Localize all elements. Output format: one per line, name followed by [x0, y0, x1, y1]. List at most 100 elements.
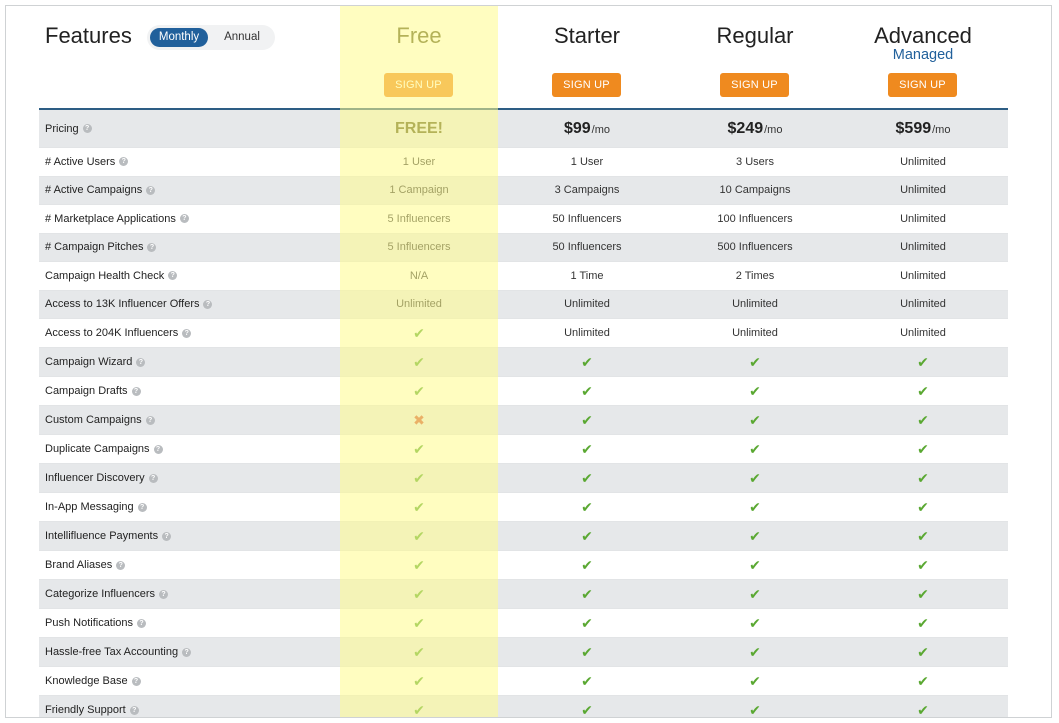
- check-icon: ✔: [581, 411, 593, 428]
- help-icon[interactable]: ?: [145, 415, 155, 425]
- check-icon: ✔: [581, 382, 593, 399]
- check-icon: ✔: [917, 411, 929, 428]
- row-label-text: Campaign Wizard: [45, 356, 133, 368]
- value-free: ✔: [340, 377, 498, 405]
- row-label-text: Pricing: [45, 122, 79, 135]
- help-icon[interactable]: ?: [131, 386, 141, 396]
- check-icon: ✔: [413, 527, 425, 544]
- check-icon: ✔: [581, 672, 593, 689]
- row-label-text: Knowledge Base: [45, 675, 128, 687]
- help-icon[interactable]: ?: [116, 560, 126, 570]
- help-icon[interactable]: ?: [203, 299, 213, 309]
- feature-row: Custom Campaigns? ✖ ✔ ✔ ✔: [39, 406, 1008, 435]
- toggle-monthly[interactable]: Monthly: [150, 28, 208, 47]
- check-icon: ✔: [749, 614, 761, 631]
- check-icon: ✔: [749, 527, 761, 544]
- value-regular: 10 Campaigns: [676, 177, 834, 205]
- feature-row: Campaign Wizard? ✔ ✔ ✔ ✔: [39, 348, 1008, 377]
- check-icon: ✔: [749, 585, 761, 602]
- row-label-text: Custom Campaigns: [45, 414, 142, 426]
- pricing-row: Pricing ? FREE! $99 /mo $249 /mo $599 /m…: [39, 110, 1008, 148]
- row-label: Influencer Discovery?: [45, 464, 335, 492]
- help-icon[interactable]: ?: [82, 124, 92, 133]
- value-starter: ✔: [508, 609, 666, 637]
- features-title: Features: [45, 23, 132, 48]
- value-free: ✔: [340, 319, 498, 347]
- feature-row: Duplicate Campaigns? ✔ ✔ ✔ ✔: [39, 435, 1008, 464]
- feature-row: Push Notifications? ✔ ✔ ✔ ✔: [39, 609, 1008, 638]
- value-free: ✔: [340, 580, 498, 608]
- help-icon[interactable]: ?: [137, 502, 147, 512]
- value-advanced: ✔: [844, 609, 1002, 637]
- value-free: ✔: [340, 464, 498, 492]
- row-label-text: Push Notifications: [45, 617, 134, 629]
- check-icon: ✔: [749, 498, 761, 515]
- value-free: ✔: [340, 348, 498, 376]
- signup-button-free[interactable]: SIGN UP: [384, 73, 453, 97]
- value-text: Unlimited: [900, 155, 946, 168]
- help-icon[interactable]: ?: [137, 618, 147, 628]
- help-icon[interactable]: ?: [136, 357, 146, 367]
- row-label-text: Campaign Drafts: [45, 385, 128, 397]
- check-icon: ✔: [749, 382, 761, 399]
- value-text: Unlimited: [564, 298, 610, 311]
- check-icon: ✔: [581, 585, 593, 602]
- value-text: 1 Campaign: [389, 184, 449, 197]
- row-label: # Active Campaigns?: [45, 177, 335, 205]
- check-icon: ✔: [581, 614, 593, 631]
- check-icon: ✔: [917, 701, 929, 718]
- feature-table: Pricing ? FREE! $99 /mo $249 /mo $599 /m…: [39, 110, 1008, 718]
- feature-row: Categorize Influencers? ✔ ✔ ✔ ✔: [39, 580, 1008, 609]
- value-free: ✔: [340, 493, 498, 521]
- value-advanced: Unlimited: [844, 262, 1002, 290]
- feature-row: Access to 204K Influencers? ✔ Unlimited Unl…: [39, 319, 1008, 348]
- billing-toggle[interactable]: Monthly Annual: [147, 25, 275, 50]
- help-icon[interactable]: ?: [131, 676, 141, 686]
- check-icon: ✔: [749, 701, 761, 718]
- check-icon: ✔: [917, 527, 929, 544]
- help-icon[interactable]: ?: [159, 589, 169, 599]
- check-icon: ✔: [749, 440, 761, 457]
- help-icon[interactable]: ?: [168, 271, 178, 281]
- check-icon: ✔: [413, 585, 425, 602]
- check-icon: ✔: [917, 469, 929, 486]
- help-icon[interactable]: ?: [148, 473, 158, 483]
- signup-button-advanced[interactable]: SIGN UP: [888, 73, 957, 97]
- value-advanced: Unlimited: [844, 319, 1002, 347]
- row-label-text: Friendly Support: [45, 704, 126, 716]
- row-label-text: # Active Users: [45, 155, 116, 168]
- help-icon[interactable]: ?: [146, 185, 156, 195]
- row-label: Duplicate Campaigns?: [45, 435, 335, 463]
- value-advanced: ✔: [844, 493, 1002, 521]
- value-free: ✔: [340, 551, 498, 579]
- price-unit: /mo: [764, 124, 783, 136]
- value-text: Unlimited: [900, 184, 946, 197]
- value-advanced: Unlimited: [844, 177, 1002, 205]
- signup-button-regular[interactable]: SIGN UP: [720, 73, 789, 97]
- pricing-header: Features Monthly Annual Free SIGN UP Sta…: [6, 6, 1051, 108]
- value-free: ✔: [340, 638, 498, 666]
- value-text: 100 Influencers: [717, 212, 793, 225]
- help-icon[interactable]: ?: [179, 214, 189, 224]
- check-icon: ✔: [749, 353, 761, 370]
- check-icon: ✔: [581, 353, 593, 370]
- row-label: Campaign Drafts?: [45, 377, 335, 405]
- help-icon[interactable]: ?: [182, 647, 192, 657]
- help-icon[interactable]: ?: [153, 444, 163, 454]
- help-icon[interactable]: ?: [182, 328, 192, 338]
- help-icon[interactable]: ?: [162, 531, 172, 541]
- check-icon: ✔: [917, 585, 929, 602]
- value-free: 1 User: [340, 148, 498, 176]
- value-starter: ✔: [508, 464, 666, 492]
- value-advanced: ✔: [844, 406, 1002, 434]
- toggle-annual[interactable]: Annual: [224, 31, 260, 43]
- signup-button-starter[interactable]: SIGN UP: [552, 73, 621, 97]
- help-icon[interactable]: ?: [129, 705, 139, 715]
- check-icon: ✔: [413, 324, 425, 341]
- plan-name: Advanced: [874, 23, 972, 48]
- check-icon: ✔: [917, 382, 929, 399]
- value-advanced: ✔: [844, 464, 1002, 492]
- help-icon[interactable]: ?: [119, 157, 129, 167]
- help-icon[interactable]: ?: [147, 242, 157, 252]
- value-free: ✔: [340, 435, 498, 463]
